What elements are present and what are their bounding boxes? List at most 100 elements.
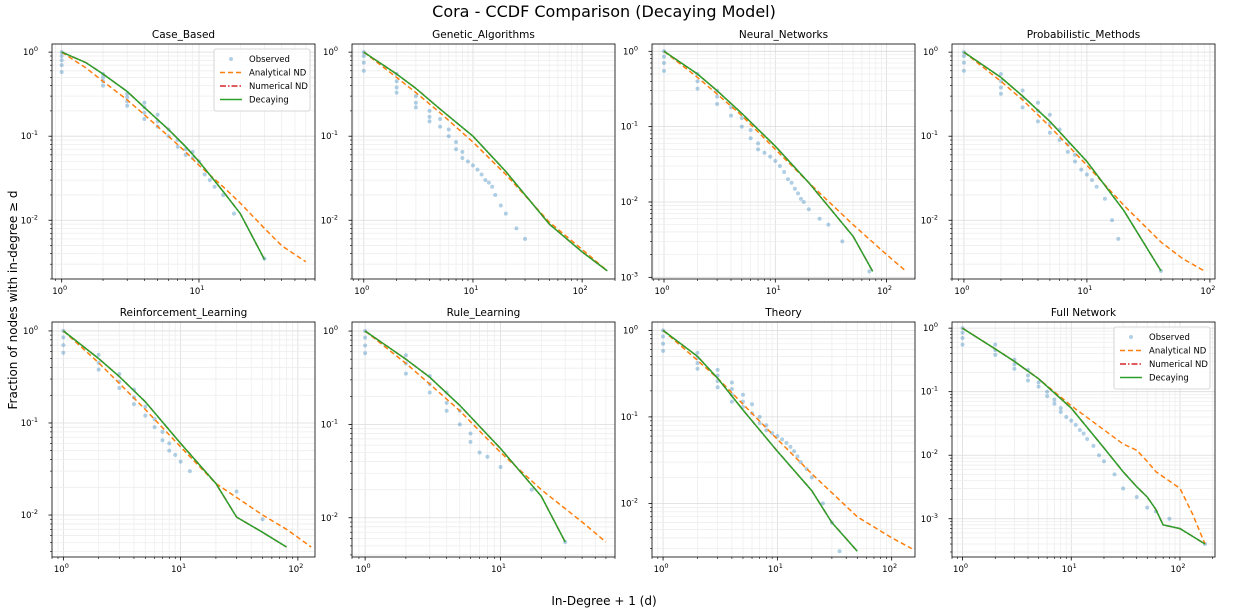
analytical-nd-line bbox=[61, 51, 307, 263]
observed-point bbox=[96, 367, 101, 372]
observed-point bbox=[187, 469, 192, 474]
y-tick-label: 10-2 bbox=[21, 213, 38, 226]
observed-point bbox=[792, 449, 797, 454]
observed-point bbox=[260, 517, 265, 522]
observed-point bbox=[777, 164, 782, 169]
observed-point bbox=[207, 178, 212, 183]
subplot-1: 100 101 102 10-2 10-1 100 Genetic_Algorithms bbox=[321, 29, 616, 297]
observed-point bbox=[998, 71, 1003, 76]
legend-box bbox=[1113, 326, 1211, 390]
observed-point bbox=[1101, 459, 1106, 464]
axes-frame bbox=[651, 321, 916, 558]
x-tick-label: 101 bbox=[768, 562, 783, 575]
y-tick-label: 10-2 bbox=[21, 508, 38, 521]
observed-point bbox=[59, 63, 64, 68]
observed-point bbox=[785, 177, 790, 182]
y-tick-label: 10-1 bbox=[621, 120, 638, 133]
observed-point bbox=[1134, 494, 1139, 499]
observed-point bbox=[662, 68, 667, 73]
x-tick-label: 102 bbox=[573, 284, 588, 297]
observed-point bbox=[788, 444, 793, 449]
subplot-title: Case_Based bbox=[152, 29, 215, 41]
axes-frame bbox=[351, 43, 616, 280]
x-tick-label: 101 bbox=[1062, 562, 1077, 575]
observed-point bbox=[662, 54, 667, 59]
analytical-nd-line bbox=[62, 330, 312, 548]
legend-marker bbox=[1129, 335, 1133, 339]
x-tick-label: 102 bbox=[1200, 284, 1215, 297]
observed-point bbox=[762, 150, 767, 155]
observed-point bbox=[1035, 100, 1040, 105]
series-5 bbox=[363, 329, 607, 545]
observed-point bbox=[695, 86, 700, 91]
observed-point bbox=[960, 342, 965, 347]
numerical-nd-line bbox=[663, 50, 874, 272]
axes-frame bbox=[651, 43, 916, 280]
observed-point bbox=[1081, 431, 1086, 436]
observed-point bbox=[96, 352, 101, 357]
observed-point bbox=[662, 60, 667, 65]
subplot-3: 100 101 102 10-2 10-1 100 Probabilistic_Method… bbox=[921, 29, 1216, 297]
series-1 bbox=[361, 50, 608, 272]
observed-point bbox=[1036, 384, 1041, 389]
observed-point bbox=[1047, 130, 1052, 135]
decaying-line bbox=[662, 329, 858, 552]
observed-point bbox=[498, 203, 503, 208]
axes-frame bbox=[51, 321, 316, 558]
observed-point bbox=[125, 95, 130, 100]
observed-point bbox=[125, 103, 130, 108]
observed-point bbox=[1072, 152, 1077, 157]
legend-label: Observed bbox=[249, 55, 290, 65]
observed-point bbox=[1045, 394, 1050, 399]
y-tick-label: 10-2 bbox=[621, 195, 638, 208]
observed-point bbox=[695, 360, 700, 365]
observed-point bbox=[59, 58, 64, 63]
observed-point bbox=[729, 113, 734, 118]
y-tick-label: 10-2 bbox=[621, 496, 638, 509]
observed-point bbox=[1116, 236, 1121, 241]
grid-2 bbox=[652, 44, 915, 279]
y-tick-label: 10-3 bbox=[621, 270, 638, 283]
observed-point bbox=[143, 413, 148, 418]
x-tick-label: 102 bbox=[877, 284, 892, 297]
observed-point bbox=[782, 170, 787, 175]
observed-point bbox=[117, 385, 122, 390]
observed-point bbox=[1012, 366, 1017, 371]
x-tick-label: 101 bbox=[1077, 284, 1092, 297]
y-tick-label: 100 bbox=[923, 321, 938, 334]
observed-point bbox=[101, 83, 106, 88]
observed-point bbox=[454, 140, 459, 145]
observed-point bbox=[142, 110, 147, 115]
grid-5 bbox=[352, 322, 615, 557]
observed-point bbox=[796, 191, 801, 196]
x-tick-label: 101 bbox=[189, 284, 204, 297]
observed-point bbox=[178, 459, 183, 464]
axes-frame bbox=[951, 43, 1216, 280]
x-tick-label: 100 bbox=[953, 562, 968, 575]
observed-point bbox=[1077, 427, 1082, 432]
observed-point bbox=[806, 207, 811, 212]
y-tick-label: 100 bbox=[23, 45, 38, 58]
observed-point bbox=[1112, 472, 1117, 477]
subplot-2: 100 101 102 10-3 10-2 10-1 100 Neural_Networks bbox=[621, 29, 916, 297]
observed-point bbox=[394, 79, 399, 84]
observed-point bbox=[715, 385, 720, 390]
axes-frame bbox=[951, 321, 1216, 558]
observed-point bbox=[460, 156, 465, 161]
observed-point bbox=[715, 367, 720, 372]
subplot-grid: 100 101 10-2 10-1 100 Case_Based Observed Analy… bbox=[21, 29, 1216, 575]
observed-point bbox=[961, 68, 966, 73]
observed-point bbox=[363, 343, 368, 348]
observed-point bbox=[468, 439, 473, 444]
observed-point bbox=[438, 124, 443, 129]
observed-point bbox=[202, 172, 207, 177]
observed-point bbox=[1091, 443, 1096, 448]
observed-point bbox=[757, 420, 762, 425]
observed-point bbox=[485, 454, 490, 459]
observed-point bbox=[470, 163, 475, 168]
observed-point bbox=[394, 90, 399, 95]
legend-label: Numerical ND bbox=[249, 82, 308, 92]
observed-point bbox=[143, 404, 148, 409]
observed-point bbox=[61, 350, 66, 355]
observed-point bbox=[826, 222, 831, 227]
